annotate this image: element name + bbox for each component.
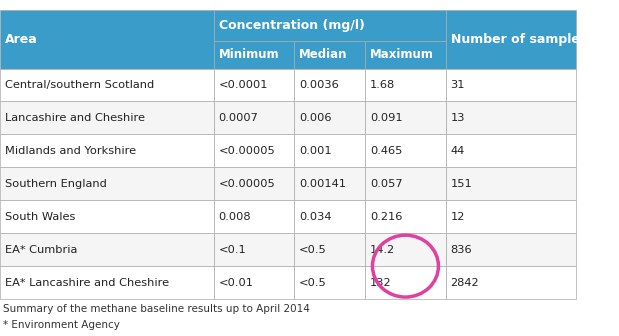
- Bar: [294, 200, 365, 233]
- Bar: [365, 167, 446, 200]
- Bar: [446, 167, 576, 200]
- Text: Central/southern Scotland: Central/southern Scotland: [5, 80, 154, 90]
- Bar: [365, 134, 446, 167]
- Text: <0.1: <0.1: [219, 245, 246, 255]
- Text: South Wales: South Wales: [5, 212, 76, 222]
- Bar: [294, 233, 365, 266]
- Bar: [294, 69, 365, 101]
- Bar: [446, 69, 576, 101]
- Bar: [0, 200, 214, 233]
- Bar: [0, 266, 214, 299]
- Text: 132: 132: [370, 278, 392, 288]
- Bar: [294, 266, 365, 299]
- Text: 12: 12: [451, 212, 465, 222]
- Bar: [214, 101, 294, 134]
- Bar: [214, 233, 294, 266]
- Text: Southern England: Southern England: [5, 179, 107, 189]
- Bar: [214, 69, 294, 101]
- Text: Number of samples: Number of samples: [451, 33, 587, 46]
- Text: 0.216: 0.216: [370, 212, 402, 222]
- Text: 0.465: 0.465: [370, 146, 402, 156]
- Text: Lancashire and Cheshire: Lancashire and Cheshire: [5, 113, 145, 123]
- Bar: [294, 134, 365, 167]
- Text: EA* Lancashire and Cheshire: EA* Lancashire and Cheshire: [5, 278, 169, 288]
- Bar: [446, 266, 576, 299]
- Bar: [365, 233, 446, 266]
- Text: 31: 31: [451, 80, 465, 90]
- Text: Maximum: Maximum: [370, 48, 434, 61]
- Text: Median: Median: [299, 48, 347, 61]
- Bar: [294, 167, 365, 200]
- Text: <0.0001: <0.0001: [219, 80, 268, 90]
- Bar: [214, 200, 294, 233]
- Text: 44: 44: [451, 146, 465, 156]
- Text: <0.01: <0.01: [219, 278, 254, 288]
- Text: 13: 13: [451, 113, 465, 123]
- Bar: [0, 101, 214, 134]
- Bar: [294, 41, 365, 69]
- Bar: [365, 101, 446, 134]
- Text: EA* Cumbria: EA* Cumbria: [5, 245, 77, 255]
- Text: Concentration (mg/l): Concentration (mg/l): [219, 19, 365, 32]
- Bar: [0, 233, 214, 266]
- Text: 0.034: 0.034: [299, 212, 332, 222]
- Bar: [214, 41, 294, 69]
- Bar: [446, 101, 576, 134]
- Bar: [0, 167, 214, 200]
- Text: <0.00005: <0.00005: [219, 146, 275, 156]
- Bar: [446, 200, 576, 233]
- Text: Area: Area: [5, 33, 38, 46]
- Bar: [0, 69, 214, 101]
- Bar: [0, 10, 214, 69]
- Bar: [214, 266, 294, 299]
- Text: 836: 836: [451, 245, 472, 255]
- Text: 2842: 2842: [451, 278, 479, 288]
- Text: Summary of the methane baseline results up to April 2014: Summary of the methane baseline results …: [3, 304, 310, 314]
- Bar: [0, 134, 214, 167]
- Text: 1.68: 1.68: [370, 80, 396, 90]
- Text: 14.2: 14.2: [370, 245, 396, 255]
- Text: 0.006: 0.006: [299, 113, 332, 123]
- Text: 0.0007: 0.0007: [219, 113, 258, 123]
- Text: 0.057: 0.057: [370, 179, 403, 189]
- Bar: [214, 10, 446, 41]
- Bar: [365, 200, 446, 233]
- Bar: [365, 41, 446, 69]
- Bar: [446, 233, 576, 266]
- Text: Midlands and Yorkshire: Midlands and Yorkshire: [5, 146, 136, 156]
- Text: 0.001: 0.001: [299, 146, 332, 156]
- Bar: [214, 134, 294, 167]
- Text: 0.00141: 0.00141: [299, 179, 346, 189]
- Text: 0.0036: 0.0036: [299, 80, 339, 90]
- Text: 151: 151: [451, 179, 472, 189]
- Text: 0.091: 0.091: [370, 113, 403, 123]
- Text: Minimum: Minimum: [219, 48, 279, 61]
- Text: <0.00005: <0.00005: [219, 179, 275, 189]
- Text: 0.008: 0.008: [219, 212, 251, 222]
- Bar: [365, 266, 446, 299]
- Text: <0.5: <0.5: [299, 278, 327, 288]
- Text: * Environment Agency: * Environment Agency: [3, 320, 120, 330]
- Bar: [294, 101, 365, 134]
- Bar: [365, 69, 446, 101]
- Bar: [214, 167, 294, 200]
- Bar: [446, 10, 576, 69]
- Bar: [446, 134, 576, 167]
- Text: <0.5: <0.5: [299, 245, 327, 255]
